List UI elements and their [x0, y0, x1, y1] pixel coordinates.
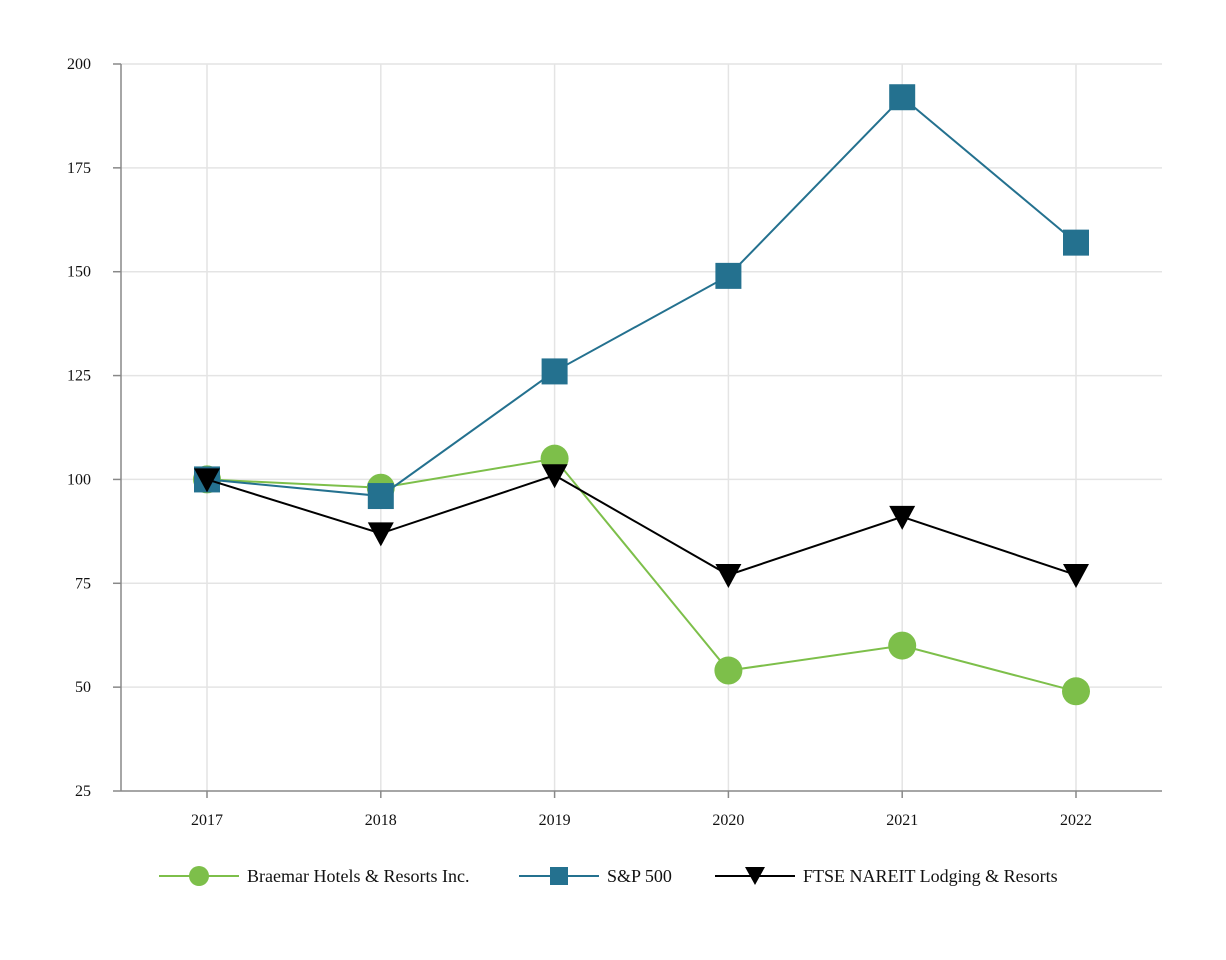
series-line: [206, 474, 1077, 577]
y-tick-label: 175: [67, 160, 91, 177]
legend-label: Braemar Hotels & Resorts Inc.: [247, 866, 469, 886]
data-point: [541, 464, 568, 489]
data-point: [194, 468, 220, 493]
grid-layer: [121, 63, 1162, 791]
y-tick-label: 100: [67, 471, 91, 488]
y-tick-label: 75: [75, 575, 91, 592]
data-point: [367, 483, 394, 510]
x-tick-label: 2018: [365, 812, 397, 829]
legend-label: FTSE NAREIT Lodging & Resorts: [803, 866, 1058, 886]
y-tick-label: 200: [67, 56, 91, 73]
data-point: [715, 262, 742, 289]
series-0: [193, 444, 1090, 706]
series-1: [194, 84, 1089, 510]
axis-layer: 25 50 75 100 125 150 175 200 2017 2018 2019 2020 202…: [67, 56, 1162, 829]
y-tick-label: 125: [67, 368, 91, 385]
legend-item: S&P 500: [519, 866, 672, 886]
legend: Braemar Hotels & Resorts Inc. S&P 500 FTSE…: [159, 866, 1058, 886]
series-line: [206, 95, 1077, 498]
data-point: [1063, 229, 1089, 256]
series-line: [206, 457, 1077, 693]
data-point: [888, 631, 917, 660]
legend-item: FTSE NAREIT Lodging & Resorts: [715, 866, 1058, 886]
y-tick-label: 50: [75, 679, 91, 696]
data-point: [541, 358, 568, 385]
y-tick-label: 150: [67, 264, 91, 281]
data-point: [715, 563, 742, 588]
x-tick-label: 2022: [1060, 812, 1092, 829]
data-point: [889, 84, 916, 111]
series-layer: [193, 84, 1090, 706]
data-point: [1062, 677, 1090, 706]
x-tick-label: 2021: [886, 812, 918, 829]
x-tick-label: 2017: [191, 812, 223, 829]
legend-label: S&P 500: [607, 866, 672, 886]
data-point: [367, 522, 394, 547]
x-tick-label: 2020: [712, 812, 744, 829]
y-tick-label: 25: [75, 783, 91, 800]
series-2: [194, 464, 1089, 588]
data-point: [889, 505, 916, 530]
x-tick-label: 2019: [539, 812, 571, 829]
data-point: [714, 656, 743, 685]
legend-marker: [550, 867, 568, 885]
legend-item: Braemar Hotels & Resorts Inc.: [159, 866, 469, 886]
legend-marker: [189, 866, 209, 886]
data-point: [1063, 563, 1089, 588]
legend-marker: [745, 867, 765, 885]
